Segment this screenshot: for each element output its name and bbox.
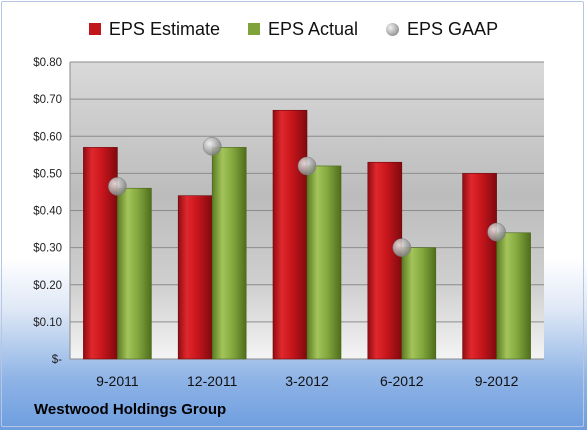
- y-tick-label: $0.70: [33, 94, 62, 106]
- point-eps-gaap: [202, 137, 222, 156]
- bar-eps-estimate: [367, 161, 403, 360]
- legend-swatch-eps-actual: [247, 23, 260, 35]
- bar-eps-actual: [306, 165, 342, 360]
- bar-eps-estimate: [462, 173, 497, 360]
- company-name: Westwood Holdings Group: [34, 401, 227, 418]
- gaap-points: [108, 137, 506, 257]
- legend: EPS Estimate EPS Actual EPS GAAP: [0, 16, 587, 42]
- bar-eps-estimate: [177, 195, 213, 360]
- x-tick-label: 9-2011: [96, 373, 139, 389]
- point-eps-gaap: [297, 156, 317, 176]
- point-eps-gaap: [108, 177, 127, 196]
- x-tick-label: 3-2012: [285, 373, 329, 389]
- bar-eps-actual: [401, 247, 437, 360]
- bar-eps-estimate: [272, 109, 308, 360]
- y-tick-label: $0.50: [33, 168, 62, 180]
- legend-marker-eps-gaap: [386, 22, 400, 36]
- y-tick-label: $0.80: [33, 57, 62, 69]
- x-tick-label: 6-2012: [380, 373, 424, 389]
- legend-item-eps-actual: EPS Actual: [247, 18, 359, 40]
- point-eps-gaap: [487, 222, 506, 242]
- x-axis-labels: 9-2011 12-2011 3-2012 6-2012 9-2012: [96, 373, 518, 389]
- x-tick-label: 12-2011: [187, 373, 238, 389]
- y-axis-ticks: $- $0.10 $0.20 $0.30 $0.40 $0.50 $0.60 $0.70 $0.…: [33, 57, 62, 366]
- bar-eps-actual: [211, 147, 247, 360]
- y-tick-label: $0.40: [33, 206, 62, 218]
- y-tick-label: $-: [52, 354, 62, 366]
- bar-eps-actual: [117, 187, 152, 360]
- y-tick-label: $0.60: [33, 131, 62, 143]
- legend-item-eps-estimate: EPS Estimate: [88, 18, 220, 40]
- bar-eps-actual: [496, 232, 531, 360]
- legend-swatch-eps-estimate: [88, 23, 101, 35]
- y-tick-label: $0.10: [33, 317, 62, 329]
- y-tick-label: $0.20: [33, 280, 62, 292]
- point-eps-gaap: [392, 238, 412, 257]
- bars: [83, 109, 531, 360]
- y-tick-label: $0.30: [33, 243, 62, 255]
- legend-label-eps-estimate: EPS Estimate: [108, 18, 220, 39]
- legend-label-eps-actual: EPS Actual: [267, 18, 359, 39]
- legend-item-eps-gaap: EPS GAAP: [386, 19, 498, 40]
- x-tick-label: 9-2012: [475, 373, 519, 389]
- legend-label-eps-gaap: EPS GAAP: [407, 18, 499, 39]
